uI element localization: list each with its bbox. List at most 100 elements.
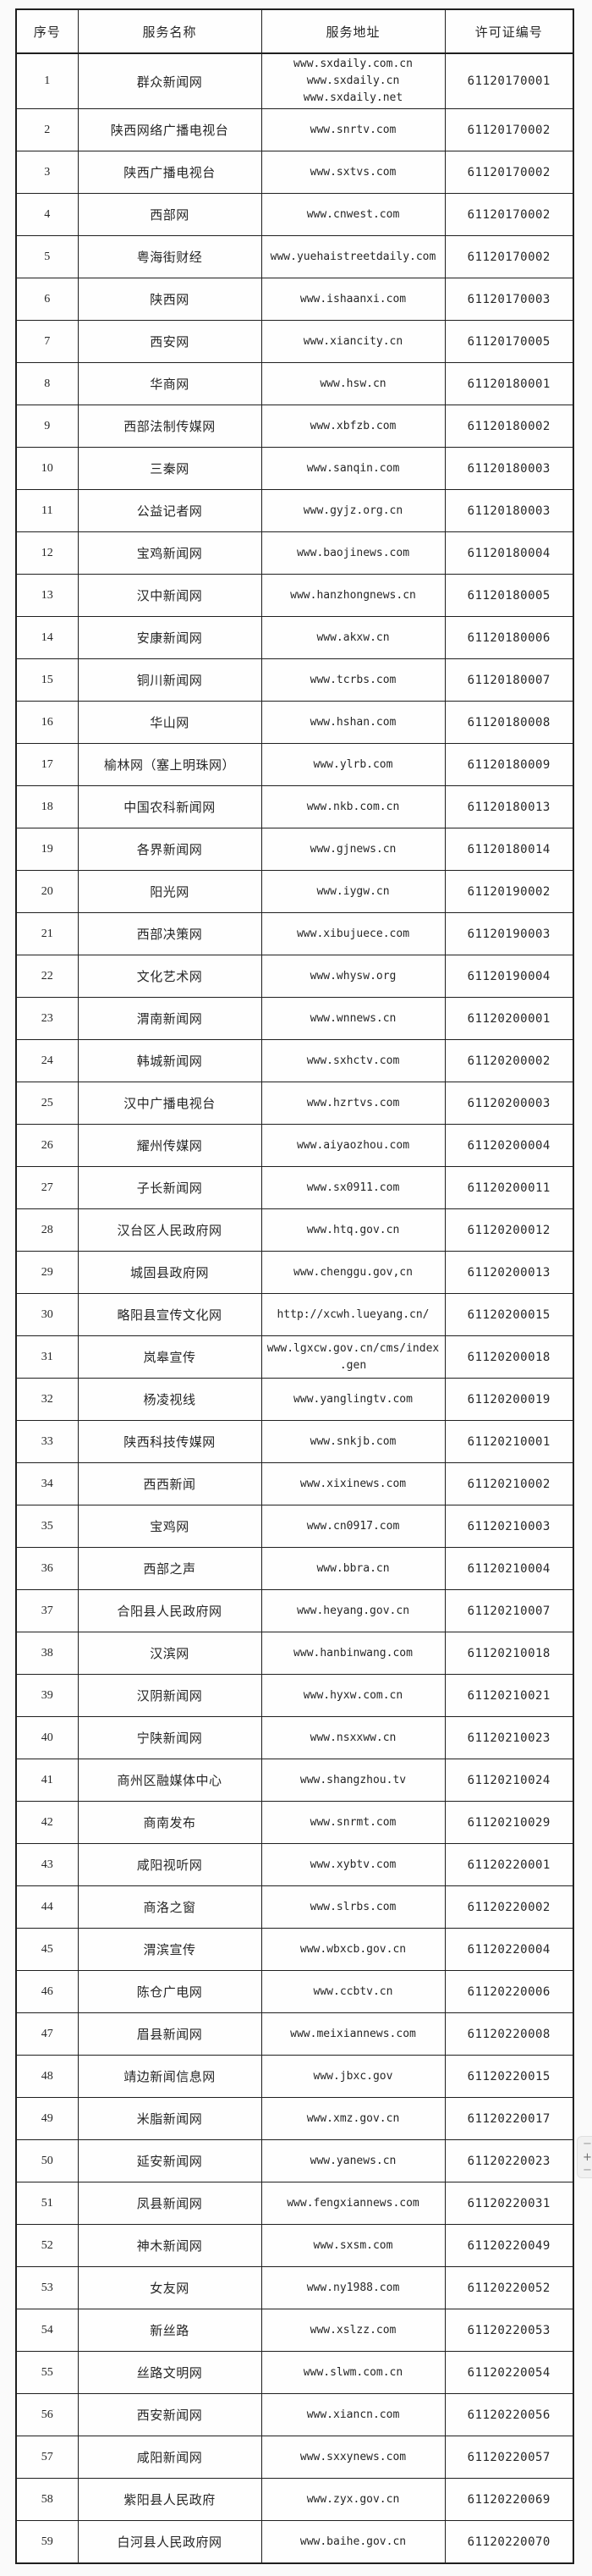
- table-row: 50 延安新闻网 www.yanews.cn 61120220023: [15, 2139, 574, 2183]
- cell-service-name: 华山网: [77, 701, 262, 745]
- cell-index: 6: [15, 278, 79, 322]
- cell-license-number: 61120180013: [444, 785, 574, 829]
- cell-service-address: www.nkb.com.cn: [260, 785, 446, 829]
- cell-index: 29: [15, 1251, 79, 1295]
- cell-service-name: 西部法制传媒网: [77, 405, 262, 449]
- cell-service-name: 略阳县宣传文化网: [77, 1293, 262, 1337]
- cell-index: 20: [15, 870, 79, 914]
- cell-license-number: 61120200002: [444, 1039, 574, 1083]
- cell-service-name: 西部网: [77, 193, 262, 237]
- cell-license-number: 61120210018: [444, 1632, 574, 1676]
- table-row: 20 阳光网 www.iygw.cn 61120190002: [15, 870, 574, 914]
- cell-index: 46: [15, 1970, 79, 2014]
- cell-license-number: 61120170002: [444, 108, 574, 152]
- page-zoom-widget[interactable]: − + −: [577, 2136, 592, 2178]
- cell-service-name: 陕西广播电视台: [77, 151, 262, 195]
- cell-service-address: www.heyang.gov.cn: [260, 1589, 446, 1633]
- cell-service-name: 神木新闻网: [77, 2224, 262, 2268]
- cell-service-address: www.bbra.cn: [260, 1547, 446, 1591]
- table-row: 10 三秦网 www.sanqin.com 61120180003: [15, 447, 574, 491]
- cell-service-address: www.meixiannews.com: [260, 2012, 446, 2056]
- cell-service-name: 陕西科技传媒网: [77, 1420, 262, 1464]
- table-row: 28 汉台区人民政府网 www.htq.gov.cn 61120200012: [15, 1208, 574, 1252]
- cell-index: 37: [15, 1589, 79, 1633]
- cell-service-address: www.cnwest.com: [260, 193, 446, 237]
- cell-license-number: 61120210021: [444, 1674, 574, 1718]
- cell-service-address: www.yuehaistreetdaily.com: [260, 235, 446, 279]
- table-row: 54 新丝路 www.xslzz.com 61120220053: [15, 2309, 574, 2353]
- cell-service-address: www.xslzz.com: [260, 2309, 446, 2353]
- table-row: 21 西部决策网 www.xibujuece.com 61120190003: [15, 912, 574, 956]
- cell-service-address: www.gyjz.org.cn: [260, 489, 446, 533]
- cell-service-address: www.sxxynews.com: [260, 2436, 446, 2480]
- cell-license-number: 61120200018: [444, 1335, 574, 1379]
- cell-service-address: www.zyx.gov.cn: [260, 2478, 446, 2522]
- cell-license-number: 61120180001: [444, 362, 574, 406]
- cell-service-name: 商南发布: [77, 1801, 262, 1845]
- zoom-in-icon[interactable]: +: [583, 2150, 592, 2164]
- table-row: 34 西西新闻 www.xixinews.com 61120210002: [15, 1462, 574, 1506]
- cell-index: 58: [15, 2478, 79, 2522]
- zoom-out-bottom-icon[interactable]: −: [583, 2164, 592, 2177]
- cell-service-name: 陕西网络广播电视台: [77, 108, 262, 152]
- cell-index: 5: [15, 235, 79, 279]
- cell-service-address: www.ylrb.com: [260, 743, 446, 787]
- zoom-out-top-icon[interactable]: −: [583, 2138, 592, 2150]
- table-body: 1 群众新闻网 www.sxdaily.com.cn www.sxdaily.c…: [15, 52, 574, 2564]
- cell-service-address: www.xiancn.com: [260, 2393, 446, 2437]
- cell-index: 34: [15, 1462, 79, 1506]
- cell-license-number: 61120200015: [444, 1293, 574, 1337]
- table-row: 37 合阳县人民政府网 www.heyang.gov.cn 6112021000…: [15, 1589, 574, 1633]
- cell-index: 44: [15, 1885, 79, 1929]
- table-row: 39 汉阴新闻网 www.hyxw.com.cn 61120210021: [15, 1674, 574, 1718]
- cell-service-address: www.iygw.cn: [260, 870, 446, 914]
- cell-service-name: 商州区融媒体中心: [77, 1759, 262, 1803]
- table-row: 32 杨凌视线 www.yanglingtv.com 61120200019: [15, 1378, 574, 1422]
- cell-service-address: www.slwm.com.cn: [260, 2351, 446, 2395]
- cell-service-address: www.nsxxww.cn: [260, 1716, 446, 1760]
- cell-index: 56: [15, 2393, 79, 2437]
- cell-service-address: www.sxdaily.com.cn www.sxdaily.cn www.sx…: [260, 52, 446, 110]
- table-row: 29 城固县政府网 www.chenggu.gov,cn 61120200013: [15, 1251, 574, 1295]
- col-header-license: 许可证编号: [444, 8, 574, 54]
- table-row: 14 安康新闻网 www.akxw.cn 61120180006: [15, 616, 574, 660]
- cell-service-address: www.snrmt.com: [260, 1801, 446, 1845]
- table-row: 4 西部网 www.cnwest.com 61120170002: [15, 193, 574, 237]
- cell-service-address: www.akxw.cn: [260, 616, 446, 660]
- cell-license-number: 61120220008: [444, 2012, 574, 2056]
- cell-index: 28: [15, 1208, 79, 1252]
- table-row: 40 宁陕新闻网 www.nsxxww.cn 61120210023: [15, 1716, 574, 1760]
- cell-service-name: 城固县政府网: [77, 1251, 262, 1295]
- cell-service-name: 女友网: [77, 2266, 262, 2310]
- table-row: 56 西安新闻网 www.xiancn.com 61120220056: [15, 2393, 574, 2437]
- cell-license-number: 61120220057: [444, 2436, 574, 2480]
- cell-service-address: www.tcrbs.com: [260, 658, 446, 702]
- cell-index: 13: [15, 574, 79, 618]
- cell-license-number: 61120190003: [444, 912, 574, 956]
- cell-service-name: 汉台区人民政府网: [77, 1208, 262, 1252]
- cell-index: 9: [15, 405, 79, 449]
- cell-license-number: 61120190004: [444, 955, 574, 999]
- table-row: 12 宝鸡新闻网 www.baojinews.com 61120180004: [15, 531, 574, 575]
- cell-service-name: 米脂新闻网: [77, 2097, 262, 2141]
- cell-service-name: 靖边新闻信息网: [77, 2055, 262, 2099]
- cell-index: 2: [15, 108, 79, 152]
- cell-index: 42: [15, 1801, 79, 1845]
- cell-service-address: www.yanglingtv.com: [260, 1378, 446, 1422]
- cell-service-name: 汉中广播电视台: [77, 1082, 262, 1126]
- cell-index: 59: [15, 2520, 79, 2564]
- cell-license-number: 61120210029: [444, 1801, 574, 1845]
- cell-service-name: 宝鸡网: [77, 1505, 262, 1549]
- cell-service-address: www.jbxc.gov: [260, 2055, 446, 2099]
- table-row: 22 文化艺术网 www.whysw.org 61120190004: [15, 955, 574, 999]
- cell-service-address: www.slrbs.com: [260, 1885, 446, 1929]
- cell-service-address: www.cn0917.com: [260, 1505, 446, 1549]
- table-row: 24 韩城新闻网 www.sxhctv.com 61120200002: [15, 1039, 574, 1083]
- cell-service-name: 陕西网: [77, 278, 262, 322]
- cell-license-number: 61120200003: [444, 1082, 574, 1126]
- cell-service-name: 西部之声: [77, 1547, 262, 1591]
- cell-index: 41: [15, 1759, 79, 1803]
- cell-service-name: 渭南新闻网: [77, 997, 262, 1041]
- cell-index: 40: [15, 1716, 79, 1760]
- table-row: 7 西安网 www.xiancity.cn 61120170005: [15, 320, 574, 364]
